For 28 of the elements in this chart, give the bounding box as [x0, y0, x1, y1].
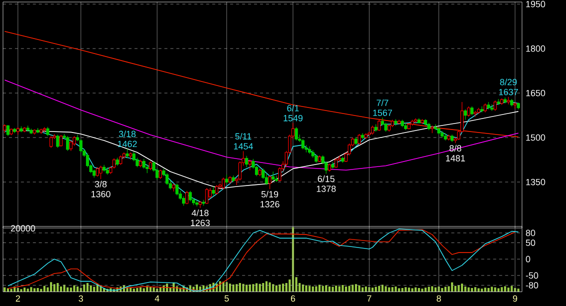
x-tick-label: 5 — [224, 295, 229, 302]
annotation: 6/1 1549 — [284, 104, 303, 122]
y-tick-label: 1350 — [526, 178, 546, 186]
x-tick-label: 3 — [78, 295, 83, 302]
x-tick-label: 2 — [16, 295, 20, 302]
y-tick-label: 1500 — [526, 134, 546, 141]
y2-tick-label: 20000 — [10, 225, 36, 232]
y-tick-label: 0 — [526, 256, 530, 262]
y-tick-label: -80 — [526, 282, 538, 288]
y-tick-label: -50 — [526, 272, 538, 279]
annotation: 3/8 1360 — [91, 180, 110, 198]
annotation: 8/29 1637 — [499, 78, 518, 96]
annotation: 5/19 1326 — [260, 190, 280, 208]
y-tick-label: 1800 — [526, 45, 546, 52]
x-tick-label: 8 — [436, 295, 441, 302]
x-tick-label: 6 — [290, 295, 296, 302]
annotation: 6/15 1378 — [316, 175, 336, 192]
annotation: 7/7 1567 — [373, 99, 392, 116]
y-tick-label: 1650 — [526, 90, 546, 96]
x-tick-label: 9 — [512, 295, 518, 302]
x-tick-label: 4 — [154, 295, 160, 302]
annotation: 3/18 1462 — [118, 130, 137, 148]
x-tick-label: 7 — [367, 295, 372, 302]
y-tick-label: 1950 — [526, 0, 546, 8]
annotation: 5/11 1454 — [234, 132, 253, 150]
y-tick-label: 50 — [526, 240, 536, 246]
annotation: 4/18 1263 — [190, 210, 210, 226]
y-tick-label: 80 — [526, 230, 536, 236]
